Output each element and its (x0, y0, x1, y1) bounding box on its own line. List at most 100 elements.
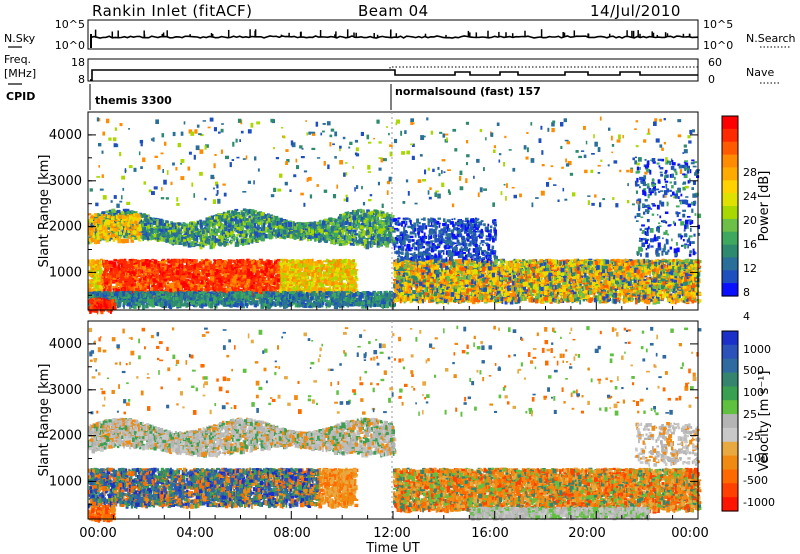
data-cell (104, 222, 106, 227)
data-cell (120, 231, 122, 234)
data-cell (322, 237, 324, 240)
data-cell (192, 242, 194, 245)
data-cell (226, 239, 229, 241)
data-cell (187, 238, 190, 241)
data-cell (252, 229, 254, 233)
data-cell (114, 260, 117, 262)
data-cell (240, 226, 244, 230)
data-cell (372, 220, 374, 222)
data-cell (124, 216, 126, 219)
data-cell (183, 239, 186, 242)
data-cell (94, 236, 96, 238)
data-cell (110, 232, 112, 234)
data-cell (373, 234, 375, 236)
data-cell (261, 212, 265, 216)
data-cell (333, 239, 335, 244)
data-cell (251, 210, 253, 214)
data-cell (290, 234, 293, 239)
data-cell (101, 231, 104, 233)
data-cell (369, 212, 373, 215)
data-cell (393, 243, 397, 245)
data-cell (376, 231, 378, 233)
data-cell (298, 225, 302, 229)
data-cell (152, 234, 154, 236)
data-cell (258, 233, 262, 235)
data-cell (141, 214, 144, 218)
data-cell (266, 218, 268, 221)
data-cell (247, 213, 249, 215)
data-cell (363, 213, 367, 217)
nsearch-label: N.Search (746, 32, 796, 45)
data-cell (227, 211, 230, 214)
data-cell (119, 216, 122, 219)
data-cell (380, 226, 383, 229)
data-cell (122, 219, 124, 224)
noise-panel-frame (88, 20, 698, 49)
data-cell (307, 232, 310, 235)
data-cell (335, 233, 339, 238)
data-cell (201, 243, 204, 245)
data-cell (216, 229, 219, 233)
data-cell (383, 225, 385, 227)
data-cell (108, 231, 110, 233)
data-cell (190, 225, 192, 227)
data-cell (113, 224, 117, 226)
data-cell (241, 240, 244, 243)
cpid-mode-2: normalsound (fast) 157 (395, 85, 541, 98)
data-cell (340, 241, 344, 243)
data-cell (108, 227, 110, 229)
data-cell (179, 242, 182, 245)
data-cell (350, 243, 353, 246)
data-cell (331, 229, 333, 232)
data-cell (202, 230, 205, 234)
data-cell (280, 229, 283, 233)
data-cell (128, 225, 131, 227)
data-cell (121, 211, 124, 214)
data-cell (233, 238, 235, 242)
data-cell (197, 221, 199, 224)
data-cell (169, 240, 173, 243)
data-cell (121, 215, 124, 220)
data-cell (102, 227, 104, 230)
data-cell (191, 222, 193, 225)
data-cell (138, 240, 141, 242)
data-cell (105, 226, 107, 229)
data-cell (207, 226, 210, 231)
data-cell (103, 218, 105, 220)
data-cell (382, 228, 385, 230)
data-cell (230, 232, 233, 236)
data-cell (314, 237, 316, 241)
data-cell (313, 223, 315, 226)
data-cell (352, 239, 354, 242)
data-cell (305, 229, 308, 231)
data-cell (318, 226, 320, 229)
data-cell (191, 233, 194, 238)
data-cell (328, 226, 330, 228)
data-cell (348, 235, 352, 240)
data-cell (390, 218, 394, 220)
data-cell (134, 221, 137, 223)
data-cell (352, 260, 355, 262)
data-cell (150, 229, 153, 231)
data-cell (222, 215, 224, 217)
noise-tick-high: 10^5 (55, 18, 85, 31)
data-cell (113, 238, 115, 241)
data-cell (136, 213, 138, 217)
data-cell (142, 224, 144, 227)
data-cell (175, 226, 177, 229)
data-cell (111, 234, 115, 237)
data-cell (246, 226, 249, 229)
data-cell (104, 214, 107, 216)
data-cell (328, 236, 332, 238)
nave-label: Nave (746, 66, 774, 79)
data-cell (153, 223, 156, 225)
data-cell (183, 226, 186, 231)
data-cell (347, 232, 350, 234)
data-cell (90, 216, 93, 218)
data-cell (107, 215, 110, 218)
data-cell (282, 234, 284, 237)
data-cell (382, 222, 384, 224)
data-cell (377, 217, 379, 221)
data-cell (254, 223, 256, 227)
